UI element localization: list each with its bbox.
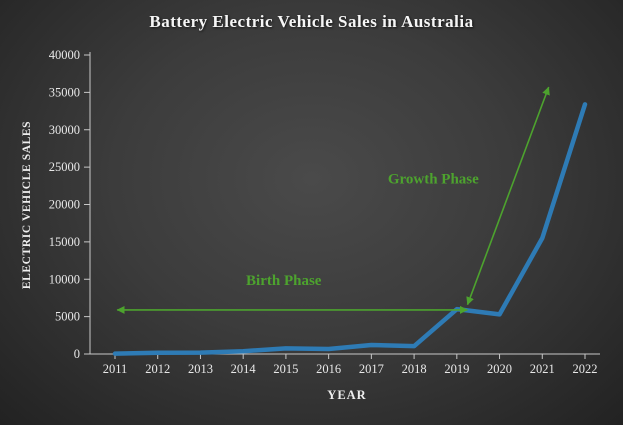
x-tick-label: 2017 bbox=[359, 362, 384, 376]
x-tick-label: 2021 bbox=[530, 362, 555, 376]
x-tick-label: 2020 bbox=[487, 362, 512, 376]
y-tick-label: 0 bbox=[74, 347, 80, 361]
x-tick-label: 2018 bbox=[402, 362, 427, 376]
y-tick-label: 30000 bbox=[49, 123, 80, 137]
x-tick-label: 2012 bbox=[145, 362, 170, 376]
y-tick-label: 15000 bbox=[49, 235, 80, 249]
y-tick-label: 35000 bbox=[49, 85, 80, 99]
x-tick-label: 2022 bbox=[573, 362, 598, 376]
x-tick-label: 2013 bbox=[188, 362, 213, 376]
x-tick-label: 2015 bbox=[273, 362, 298, 376]
x-tick-label: 2019 bbox=[444, 362, 469, 376]
sales-line-series bbox=[112, 102, 588, 356]
y-tick-label: 10000 bbox=[49, 272, 80, 286]
x-axis-label: YEAR bbox=[327, 388, 367, 402]
x-tick-label: 2011 bbox=[103, 362, 128, 376]
y-tick-label: 20000 bbox=[49, 198, 80, 212]
y-tick-label: 25000 bbox=[49, 160, 80, 174]
chart-title: Battery Electric Vehicle Sales in Austra… bbox=[149, 12, 474, 31]
x-tick-label: 2014 bbox=[231, 362, 257, 376]
phase-label: Birth Phase bbox=[246, 273, 322, 289]
x-tick-label: 2016 bbox=[316, 362, 341, 376]
y-tick-label: 40000 bbox=[49, 48, 80, 62]
phase-arrow bbox=[466, 86, 550, 306]
y-tick-label: 5000 bbox=[55, 310, 80, 324]
phase-label: Growth Phase bbox=[388, 172, 479, 188]
